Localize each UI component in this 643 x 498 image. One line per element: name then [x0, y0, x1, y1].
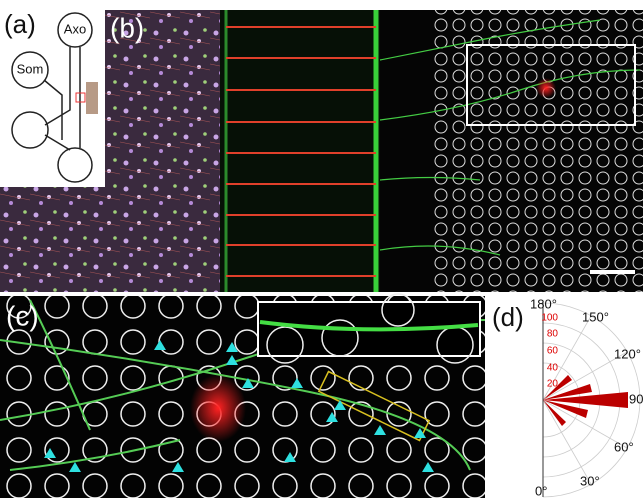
- panel-label: (c): [6, 300, 39, 331]
- panel-label: (b): [110, 12, 144, 43]
- radial-label: 40: [547, 363, 559, 374]
- angle-label: 120°: [614, 346, 641, 361]
- radial-label: 80: [547, 329, 559, 340]
- angle-label: 30°: [580, 473, 600, 488]
- angle-label: 90°: [629, 391, 643, 406]
- angle-label: 150°: [582, 309, 609, 324]
- red-spot: [536, 78, 556, 98]
- panel-label: (a): [4, 9, 36, 39]
- panel-d: (d) 180° 150° 120° 90° 60° 30° 0° 100 80…: [486, 296, 643, 498]
- channel-zone: [86, 82, 98, 114]
- angle-label: 60°: [614, 439, 634, 454]
- radial-label: 100: [541, 313, 558, 324]
- panel-label: (d): [492, 302, 524, 332]
- panel-c: (c): [0, 294, 485, 498]
- figure: (b) (a) Axo Som: [0, 0, 643, 498]
- channel-region: [220, 10, 380, 292]
- som-label: Som: [17, 61, 44, 76]
- radial-label: 60: [547, 346, 559, 357]
- scale-bar: [590, 270, 635, 274]
- pillar-array: [430, 10, 643, 292]
- angle-label: 0°: [535, 483, 547, 498]
- panel-a: (a) Axo Som: [0, 0, 105, 187]
- red-spot: [190, 374, 246, 442]
- axo-label: Axo: [64, 21, 86, 36]
- angle-label: 180°: [530, 296, 557, 311]
- radial-label: 20: [547, 379, 559, 390]
